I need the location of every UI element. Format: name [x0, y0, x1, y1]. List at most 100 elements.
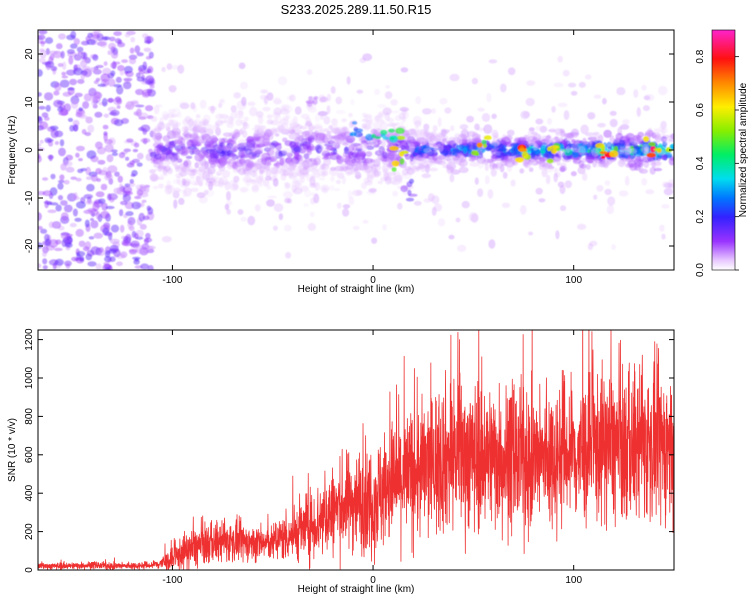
spectrogram-blob — [577, 166, 586, 175]
spectrogram-blob — [609, 110, 617, 116]
spectrogram-blob — [432, 153, 438, 161]
spectrogram-blob — [570, 90, 578, 96]
spectrogram-blob — [117, 175, 124, 183]
spectrogram-blob — [568, 82, 577, 88]
spectrogram-blob — [350, 159, 356, 167]
spectrogram-blob — [308, 96, 313, 101]
colorbar-tick-label: 0.6 — [695, 103, 706, 117]
spectrogram-blob — [292, 116, 298, 125]
spectrogram-blob — [134, 195, 142, 200]
spectrogram-blob — [285, 252, 292, 259]
spectrogram-blob — [580, 124, 589, 135]
spectrogram-blob — [86, 176, 93, 181]
spectrogram-blob — [97, 248, 106, 256]
spectrogram-blob — [142, 89, 152, 97]
spectrogram-blob — [456, 152, 465, 163]
spectrogram-y-tick-label: -10 — [24, 190, 35, 205]
spectrogram-blob — [351, 121, 358, 125]
spectrogram-blob — [423, 160, 432, 166]
spectrogram-blob — [234, 131, 240, 138]
spectrogram-blob — [238, 168, 247, 176]
spectrogram-blob — [324, 134, 331, 142]
spectrogram-blob — [187, 165, 193, 170]
spectrogram-blob — [293, 146, 302, 153]
spectrogram-blob — [400, 185, 409, 193]
snr-y-tick-label: 400 — [24, 484, 35, 501]
spectrogram-blob — [323, 157, 332, 167]
spectrogram-blob — [125, 211, 134, 217]
colorbar-ticks: 0.0 0.2 0.4 0.6 0.8 — [695, 49, 739, 277]
spectrogram-blob — [168, 85, 177, 93]
spectrogram-blob — [161, 152, 167, 161]
spectrogram-blob — [474, 177, 479, 185]
spectrogram-blob — [104, 139, 113, 145]
spectrogram-blob — [384, 175, 392, 185]
spectrogram-blob — [95, 263, 102, 270]
spectrogram-blob — [38, 57, 46, 64]
spectrogram-blob — [110, 62, 118, 69]
spectrogram-blob — [641, 143, 650, 154]
spectrogram-blob — [281, 121, 289, 131]
spectrogram-blob — [91, 90, 101, 100]
spectrogram-blob — [152, 185, 159, 190]
spectrogram-blob — [50, 129, 59, 139]
spectrogram-blob — [309, 183, 316, 188]
spectrogram-blob — [237, 115, 245, 119]
spectrogram-blob — [144, 40, 152, 44]
spectrogram-blob — [566, 145, 571, 153]
spectrogram-blob — [85, 35, 92, 42]
spectrogram-blob — [165, 123, 171, 132]
spectrogram-blob — [168, 108, 177, 113]
spectrogram-blob — [216, 172, 222, 176]
spectrogram-blob — [76, 201, 86, 209]
spectrogram-blob — [116, 85, 124, 95]
snr-y-axis-label: SNR (10 * v/v) — [7, 418, 18, 482]
spectrogram-blob — [444, 107, 452, 114]
spectrogram-blob — [66, 49, 75, 55]
spectrogram-blob — [551, 106, 556, 113]
spectrogram-blob — [609, 118, 618, 128]
spectrogram-blob — [138, 70, 145, 75]
spectrogram-blob — [115, 76, 122, 83]
spectrogram-x-axis-label: Height of straight line (km) — [298, 284, 415, 295]
spectrogram-blob — [224, 132, 229, 142]
spectrogram-blob — [198, 180, 203, 187]
spectrogram-blob — [361, 118, 369, 123]
spectrogram-blob — [54, 82, 62, 92]
spectrogram-blob — [285, 166, 291, 174]
spectrogram-blob — [177, 179, 182, 186]
spectrogram-blob — [330, 176, 335, 182]
spectrogram-blob — [145, 56, 152, 60]
spectrogram-blob — [450, 125, 455, 132]
spectrogram-blob — [416, 154, 422, 162]
spectrogram-blob — [83, 93, 93, 102]
spectrogram-blob — [87, 124, 95, 133]
spectrogram-blob — [379, 121, 389, 131]
spectrogram-blob — [69, 222, 77, 228]
spectrogram-blob — [593, 194, 598, 200]
spectrogram-blob — [442, 149, 449, 157]
spectrogram-blob — [106, 98, 115, 103]
spectrogram-blob — [75, 177, 82, 182]
spectrogram-blob — [207, 166, 216, 175]
spectrogram-blob — [368, 118, 374, 126]
spectrogram-blob — [153, 104, 160, 115]
spectrogram-blob — [257, 139, 264, 146]
spectrogram-blob — [288, 134, 297, 140]
spectrogram-blob — [221, 160, 231, 165]
spectrogram-blob — [107, 193, 112, 201]
spectrogram-blob — [386, 171, 397, 176]
spectrogram-blob — [373, 170, 380, 178]
spectrogram-blob — [664, 137, 672, 144]
spectrogram-blob — [560, 130, 566, 138]
spectrogram-blob — [500, 151, 509, 156]
spectrogram-blob — [300, 113, 310, 120]
spectrogram-blob — [251, 185, 260, 193]
spectrogram-blob — [62, 61, 67, 70]
snr-x-tick-label: 0 — [370, 575, 376, 586]
spectrogram-blob — [527, 129, 535, 138]
spectrogram-blob — [254, 204, 261, 212]
spectrogram-blob — [42, 177, 49, 181]
spectrogram-blob — [242, 175, 252, 184]
spectrogram-blob — [643, 136, 650, 143]
